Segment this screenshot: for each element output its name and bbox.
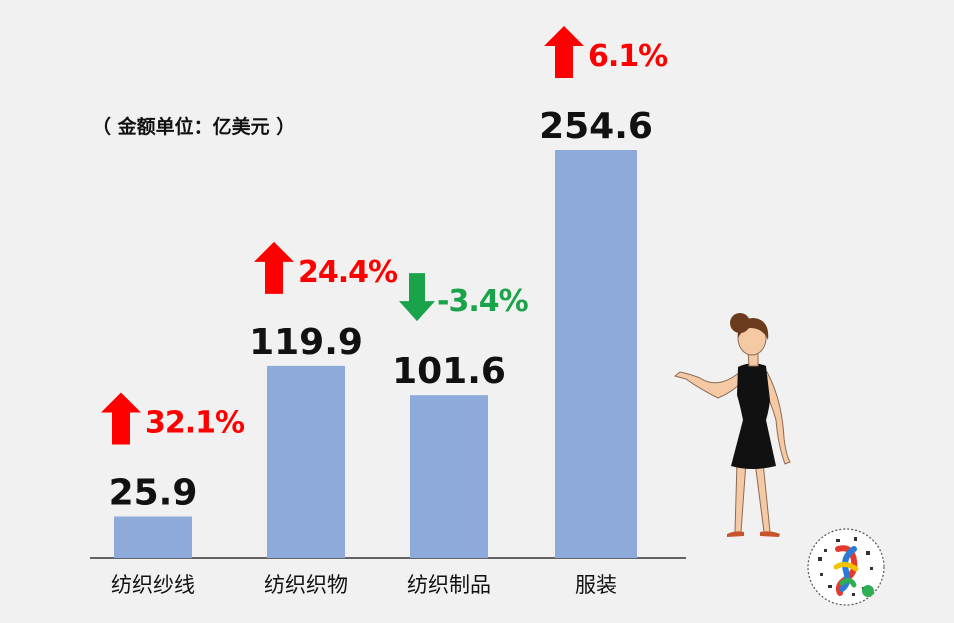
qr-code-logo [807, 528, 885, 606]
category-label-4: 服装 [575, 573, 617, 597]
value-label-4: 254.6 [539, 106, 653, 147]
bar-4 [555, 150, 637, 558]
category-label-3: 纺织制品 [407, 573, 491, 597]
down-arrow-icon-3 [399, 273, 435, 322]
change-label-2: 24.4% [298, 255, 398, 290]
change-label-1: 32.1% [145, 405, 245, 440]
category-label-1: 纺织纱线 [111, 573, 195, 597]
value-label-1: 25.9 [109, 472, 198, 513]
bar-2 [267, 365, 345, 558]
change-label-3: -3.4% [437, 284, 529, 319]
bar-3 [410, 395, 488, 558]
value-label-2: 119.9 [249, 322, 363, 363]
bar-1 [114, 516, 192, 558]
category-label-2: 纺织织物 [264, 573, 348, 597]
up-arrow-icon-2 [254, 241, 294, 294]
presenter-illustration [673, 313, 791, 537]
up-arrow-icon-1 [101, 392, 141, 445]
up-arrow-icon-4 [544, 26, 584, 78]
unit-note: （ 金额单位：亿美元 ） [92, 116, 296, 138]
change-label-4: 6.1% [588, 39, 668, 74]
value-label-3: 101.6 [392, 351, 506, 392]
